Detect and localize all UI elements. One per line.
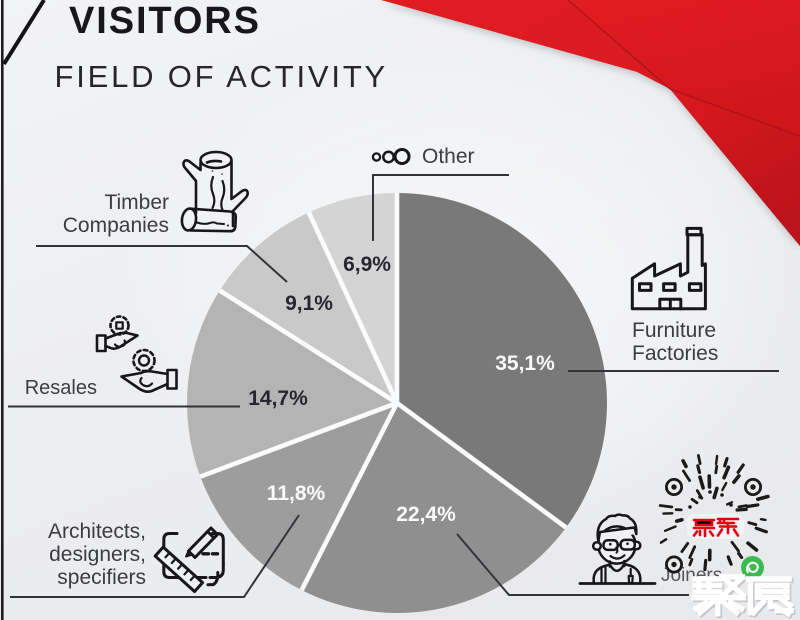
- svg-text:Other: Other: [422, 145, 475, 168]
- svg-text:Factories: Factories: [632, 342, 718, 365]
- svg-text:Architects,: Architects,: [48, 520, 146, 543]
- svg-text:9,1%: 9,1%: [285, 292, 333, 315]
- svg-text:11,8%: 11,8%: [267, 482, 326, 505]
- svg-text:6,9%: 6,9%: [343, 253, 391, 276]
- svg-text:Furniture: Furniture: [632, 319, 716, 342]
- svg-text:Timber: Timber: [104, 191, 169, 214]
- svg-text:Companies: Companies: [63, 214, 169, 237]
- svg-text:Resales: Resales: [25, 377, 97, 399]
- svg-text:VISITORS: VISITORS: [69, 0, 261, 42]
- svg-text:14,7%: 14,7%: [248, 387, 308, 410]
- svg-text:22,4%: 22,4%: [396, 503, 456, 526]
- svg-text:FIELD OF ACTIVITY: FIELD OF ACTIVITY: [55, 59, 389, 94]
- svg-text:35,1%: 35,1%: [495, 352, 555, 375]
- svg-text:designers,: designers,: [49, 543, 146, 566]
- svg-text:specifiers: specifiers: [57, 566, 146, 589]
